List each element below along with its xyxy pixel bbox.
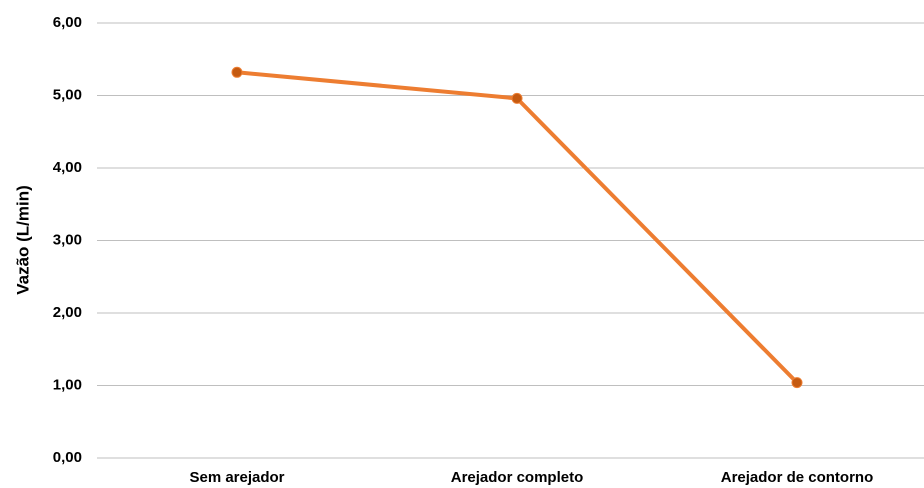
y-tick-label: 6,00 bbox=[53, 14, 82, 31]
y-axis-label: Vazão (L/min) bbox=[13, 185, 32, 295]
x-tick-label: Sem arejador bbox=[189, 469, 284, 486]
marker bbox=[791, 377, 803, 389]
y-tick-label: 2,00 bbox=[53, 304, 82, 321]
x-tick-label: Arejador de contorno bbox=[721, 469, 874, 486]
y-tick-label: 0,00 bbox=[53, 449, 82, 466]
y-tick-label: 4,00 bbox=[53, 159, 82, 176]
marker bbox=[511, 92, 523, 104]
line bbox=[236, 70, 799, 385]
y-tick-label: 3,00 bbox=[53, 231, 82, 248]
y-tick-label: 5,00 bbox=[53, 86, 82, 103]
marker bbox=[231, 66, 243, 78]
y-tick-label: 1,00 bbox=[53, 376, 82, 393]
x-tick-label: Arejador completo bbox=[451, 469, 584, 486]
